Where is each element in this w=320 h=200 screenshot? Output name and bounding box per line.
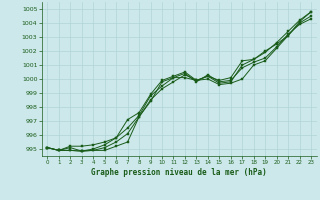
X-axis label: Graphe pression niveau de la mer (hPa): Graphe pression niveau de la mer (hPa)	[91, 168, 267, 177]
